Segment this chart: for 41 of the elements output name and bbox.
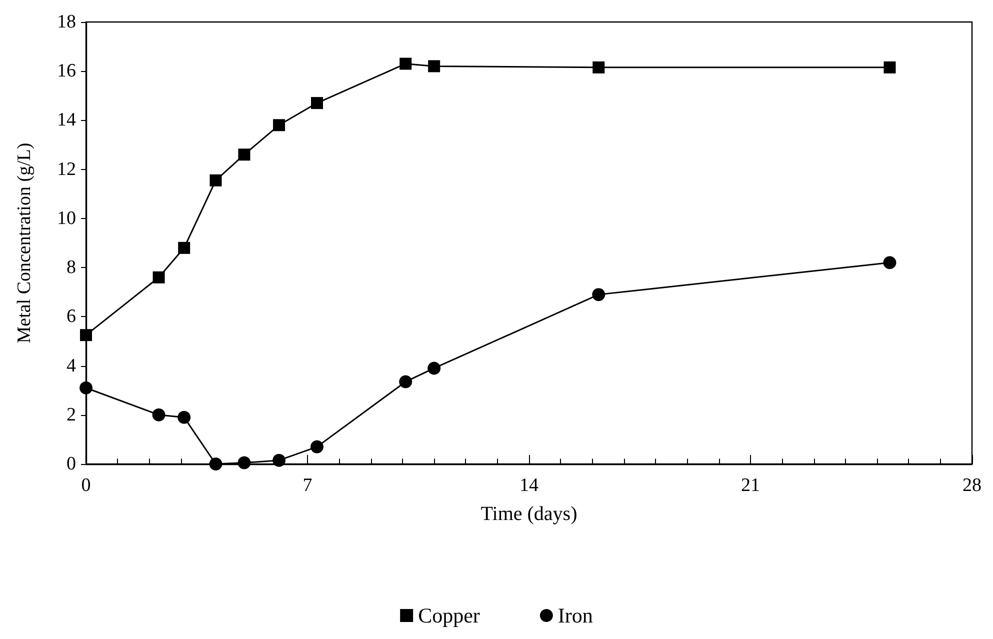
point [884, 61, 896, 74]
y-tick-label: 2 [66, 404, 76, 426]
point [209, 458, 222, 470]
point [178, 242, 190, 254]
point [883, 256, 896, 270]
y-tick-label: 12 [57, 158, 76, 180]
point [592, 288, 606, 302]
point [80, 381, 92, 394]
y-axis-title: Metal Concentration (g/L) [14, 142, 35, 344]
point [428, 362, 441, 375]
x-tick-label: 7 [302, 475, 312, 496]
x-tick-label: 14 [520, 475, 539, 496]
x-tick-label: 0 [81, 475, 91, 496]
y-tick-label: 4 [66, 355, 76, 376]
point [592, 61, 605, 74]
y-tick-label: 14 [57, 110, 76, 131]
point [80, 329, 92, 342]
legend-label: Copper [418, 604, 480, 628]
point [152, 271, 165, 284]
x-tick-label: 28 [962, 475, 982, 496]
point [273, 119, 286, 132]
y-tick-label: 6 [66, 306, 76, 328]
point [428, 60, 440, 72]
y-tick-label: 0 [66, 454, 76, 474]
point [178, 410, 191, 424]
point [152, 408, 166, 422]
legend-label: Iron [558, 604, 594, 628]
point [238, 148, 250, 161]
y-tick-label: 16 [57, 60, 76, 82]
point [210, 174, 222, 186]
point [399, 375, 412, 388]
y-tick-label: 8 [66, 257, 76, 278]
point [238, 456, 251, 470]
x-tick-label: 21 [741, 475, 760, 496]
y-tick-label: 10 [57, 208, 76, 229]
point [310, 97, 323, 110]
point [310, 440, 324, 454]
y-tick-label: 18 [57, 12, 76, 32]
point [272, 454, 286, 467]
point [400, 58, 412, 70]
x-axis-title: Time (days) [480, 503, 578, 525]
